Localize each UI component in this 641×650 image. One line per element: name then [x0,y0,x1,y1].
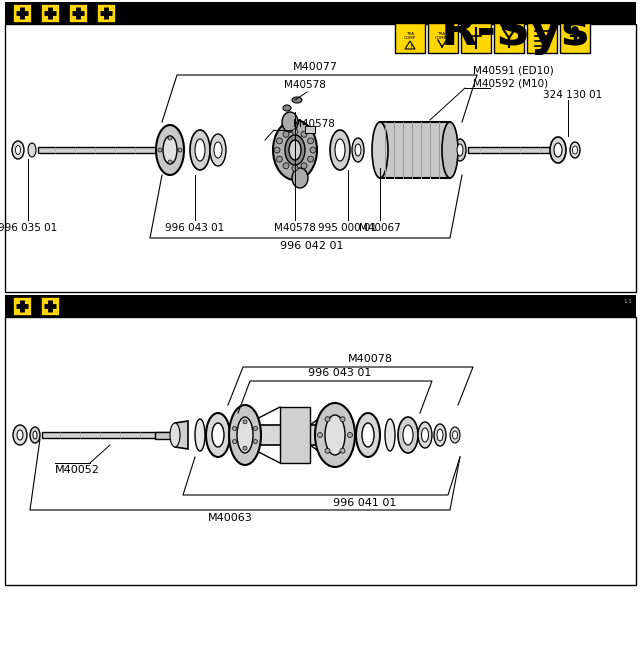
Text: M40077: M40077 [292,62,338,72]
Ellipse shape [310,147,316,153]
Ellipse shape [572,146,578,154]
Ellipse shape [442,122,458,178]
Ellipse shape [210,134,226,166]
Ellipse shape [195,139,205,161]
Ellipse shape [308,156,313,162]
Bar [560,23,590,53]
Ellipse shape [372,122,388,178]
Ellipse shape [315,403,355,467]
Bar [527,23,557,53]
Ellipse shape [450,427,460,443]
Bar [245,425,335,445]
Ellipse shape [253,426,258,430]
Text: 1.1: 1.1 [623,299,632,304]
Ellipse shape [385,419,395,451]
Ellipse shape [340,417,345,422]
Text: 996 042 01: 996 042 01 [280,241,344,251]
Ellipse shape [283,105,291,111]
Ellipse shape [12,141,24,159]
Text: ?: ? [445,39,449,45]
Ellipse shape [422,428,428,442]
Ellipse shape [434,424,446,446]
Text: M40578: M40578 [284,80,326,90]
Bar [13,3,31,23]
Ellipse shape [273,120,317,180]
Text: !: ! [409,44,412,49]
Ellipse shape [243,446,247,450]
Ellipse shape [301,162,307,169]
Ellipse shape [403,425,413,445]
Bar [5,295,636,317]
Ellipse shape [276,156,283,162]
Text: 996 043 01: 996 043 01 [165,223,224,233]
Ellipse shape [233,439,237,443]
Ellipse shape [195,419,205,451]
Ellipse shape [28,143,36,157]
Ellipse shape [572,27,578,33]
Text: M40078: M40078 [347,354,392,364]
Ellipse shape [15,146,21,155]
Ellipse shape [33,431,37,439]
Bar [468,147,553,153]
Text: M40591 (ED10)
M40592 (M10): M40591 (ED10) M40592 (M10) [473,66,554,88]
Ellipse shape [206,413,230,457]
Ellipse shape [253,439,258,443]
Bar [13,296,31,315]
Ellipse shape [274,147,280,153]
Ellipse shape [282,112,298,132]
Ellipse shape [283,131,289,137]
Ellipse shape [347,432,353,437]
Ellipse shape [233,426,237,430]
Ellipse shape [285,135,305,165]
Ellipse shape [301,131,307,137]
Bar [494,23,524,53]
Ellipse shape [454,139,466,161]
Text: M40067: M40067 [359,223,401,233]
Ellipse shape [356,413,380,457]
Ellipse shape [570,142,580,158]
Text: M40578: M40578 [274,223,316,233]
Ellipse shape [330,130,350,170]
Ellipse shape [418,422,432,448]
Ellipse shape [283,162,289,169]
Ellipse shape [457,144,463,156]
Ellipse shape [355,144,361,156]
Ellipse shape [276,138,283,144]
Ellipse shape [398,417,418,453]
Text: M40578: M40578 [293,119,335,129]
Ellipse shape [13,425,27,445]
Ellipse shape [554,143,562,157]
Bar [42,432,172,438]
Ellipse shape [237,417,253,453]
Ellipse shape [362,423,374,447]
Ellipse shape [30,427,40,443]
Bar [461,23,491,53]
Ellipse shape [453,431,458,439]
Ellipse shape [17,430,23,440]
Ellipse shape [308,138,313,144]
Ellipse shape [292,168,308,188]
Bar [97,3,115,23]
Ellipse shape [289,140,301,160]
Text: TRA
COMP: TRA COMP [435,32,447,40]
Ellipse shape [325,448,330,453]
Ellipse shape [340,448,345,453]
Ellipse shape [335,139,345,161]
Ellipse shape [212,423,224,447]
Bar [38,147,158,153]
Text: M40063: M40063 [208,513,253,523]
Ellipse shape [243,420,247,424]
Ellipse shape [352,138,364,162]
Bar [428,23,458,53]
Ellipse shape [158,148,162,152]
Ellipse shape [292,165,298,171]
Text: 996 043 01: 996 043 01 [308,368,372,378]
Text: 995 000 01: 995 000 01 [319,223,378,233]
Ellipse shape [156,125,184,175]
Text: 996 041 01: 996 041 01 [333,498,397,508]
Ellipse shape [317,432,322,437]
Ellipse shape [168,136,172,140]
Ellipse shape [325,415,345,455]
Text: R-Sys: R-Sys [441,10,590,55]
Ellipse shape [170,423,180,447]
